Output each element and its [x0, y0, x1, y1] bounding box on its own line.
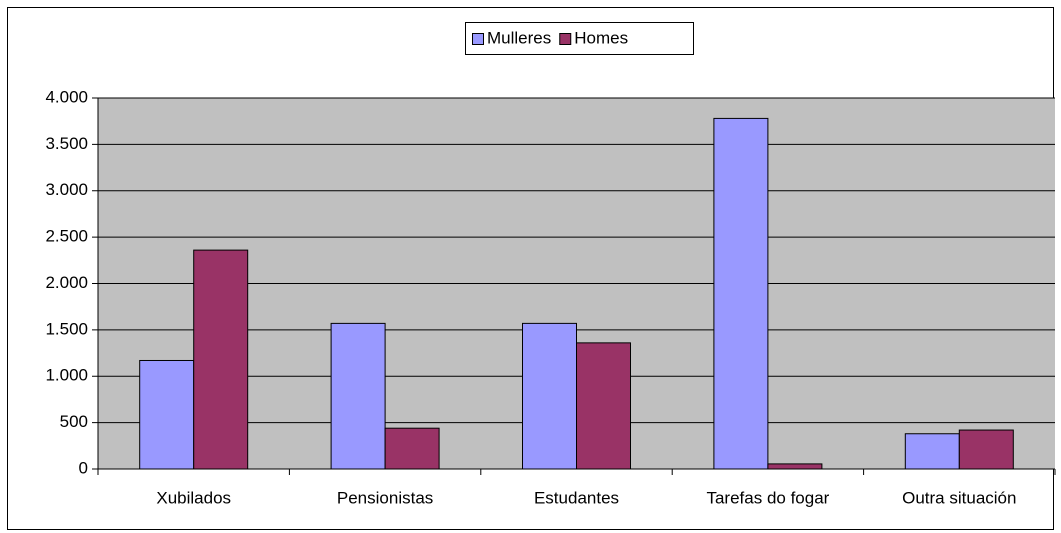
y-tick-label: 500: [60, 412, 88, 431]
x-tick-label: Estudantes: [534, 488, 619, 507]
y-tick-label: 3.000: [45, 180, 88, 199]
y-tick-label: 2.500: [45, 227, 88, 246]
bar: [330, 322, 386, 470]
bar: [713, 117, 769, 470]
legend-label: Mulleres: [487, 28, 551, 47]
legend-swatch: [559, 33, 572, 45]
bar: [576, 342, 631, 470]
x-tick-label: Xubilados: [156, 488, 231, 507]
y-tick-label: 3.500: [45, 134, 88, 153]
x-tick-label: Pensionistas: [337, 488, 433, 507]
legend: [465, 22, 694, 55]
y-tick-label: 0: [79, 458, 88, 477]
legend-swatch: [472, 33, 484, 45]
bar: [904, 433, 960, 470]
y-tick-label: 1.500: [45, 319, 88, 338]
x-tick-label: Outra situación: [902, 488, 1016, 507]
y-tick-label: 2.000: [45, 273, 88, 292]
bar: [522, 322, 577, 470]
x-tick-label: Tarefas do fogar: [706, 488, 829, 507]
bar: [958, 429, 1014, 470]
y-tick-label: 4.000: [45, 87, 88, 106]
y-tick-label: 1.000: [45, 366, 88, 385]
bar: [767, 463, 823, 470]
legend-label: Homes: [574, 28, 628, 47]
bar: [384, 427, 440, 470]
bar: [193, 249, 249, 470]
bar: [139, 359, 195, 470]
